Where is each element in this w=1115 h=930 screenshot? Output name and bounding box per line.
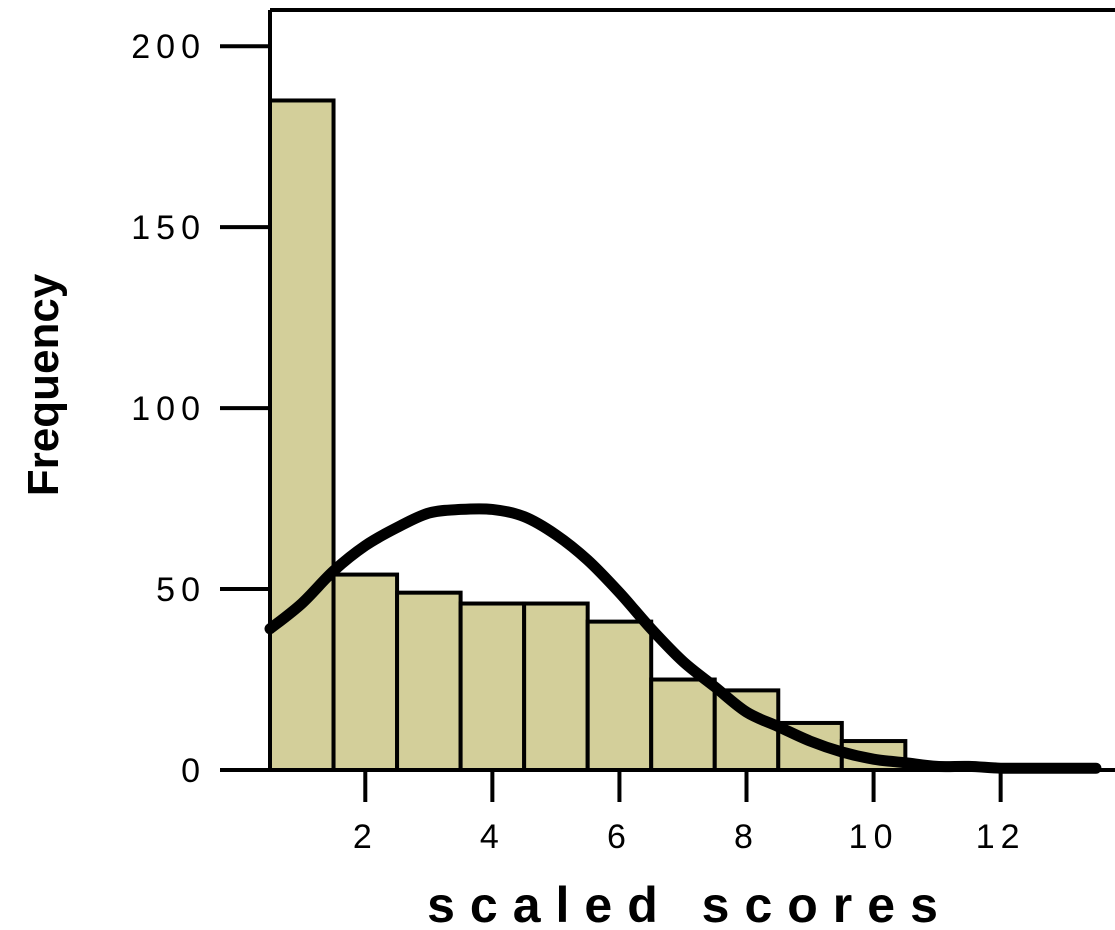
- histogram-bar-7: [649, 677, 717, 772]
- histogram-bar-2: [331, 572, 400, 772]
- normal-curve-line: [264, 503, 1102, 774]
- histogram-bar-6: [585, 619, 654, 772]
- histogram-bar-8: [712, 688, 781, 773]
- ticks-group: 0 50 100 150 200 2 4 6 8 10 12: [131, 28, 1026, 856]
- y-tick-label: 50: [156, 571, 206, 609]
- x-axis-title: scaled scores: [427, 877, 953, 930]
- x-tick-label: 12: [976, 818, 1026, 856]
- axes-group: [220, 8, 1115, 772]
- x-tick-label: 8: [734, 818, 759, 856]
- x-tick-label: 10: [849, 818, 899, 856]
- y-tick-label: 150: [131, 209, 206, 247]
- histogram-bar-4: [458, 601, 527, 772]
- y-tick-label: 200: [131, 28, 206, 66]
- histogram-bar-5: [522, 601, 590, 772]
- x-tick-label: 6: [607, 818, 632, 856]
- y-tick-label: 100: [131, 390, 206, 428]
- y-axis-title: Frequency: [19, 273, 68, 496]
- y-tick-label: 0: [181, 752, 206, 790]
- histogram-bar-1: [268, 98, 336, 772]
- bars-group: [268, 98, 908, 773]
- x-tick-label: 2: [353, 818, 378, 856]
- histogram-bar-3: [395, 590, 463, 773]
- normal-curve-group: [264, 503, 1102, 774]
- x-tick-label: 4: [480, 818, 505, 856]
